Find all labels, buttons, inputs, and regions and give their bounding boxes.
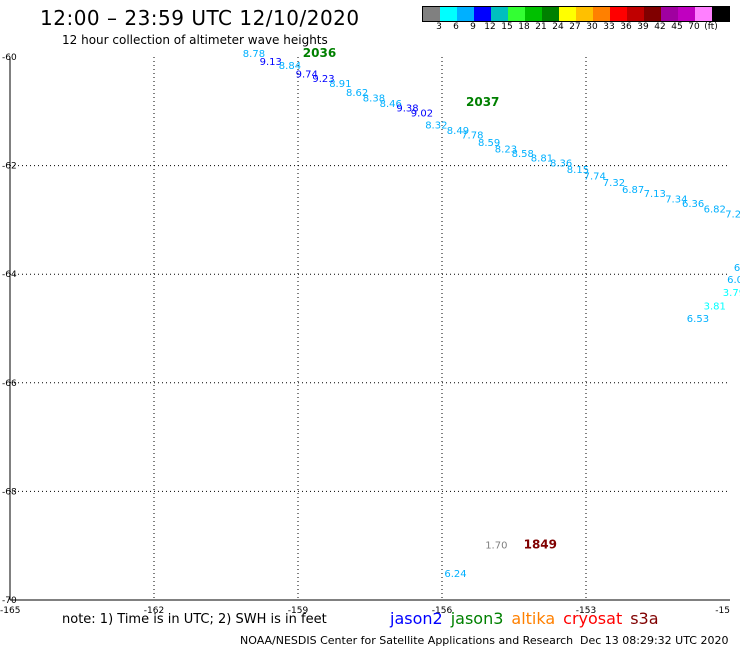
swh-value-label: 8.15 (567, 165, 589, 176)
scale-swatch (712, 7, 729, 21)
color-scale-labels: 3 6 9 12 15 18 21 24 27 30 33 36 39 42 45 70 (ft) (422, 22, 728, 36)
scale-label: 39 (637, 22, 649, 32)
scale-label: 42 (654, 22, 666, 32)
longitude-tick-label: -159 (288, 606, 309, 616)
scale-label: 6 (453, 22, 459, 32)
scale-swatch (678, 7, 695, 21)
swh-value-label: 8.78 (243, 49, 265, 60)
pass-time-label: 2036 (303, 46, 336, 60)
scale-label: 18 (518, 22, 530, 32)
scale-swatch (525, 7, 542, 21)
scale-swatch (576, 7, 593, 21)
page-subtitle: 12 hour collection of altimeter wave hei… (62, 33, 328, 47)
timestamp-line: Dec 13 08:29:32 UTC 2020 (580, 634, 729, 647)
swh-value-label: 9.02 (411, 109, 433, 120)
swh-value-label: 8.81 (531, 153, 553, 164)
scale-swatch (610, 7, 627, 21)
legend-entry-cryosat: cryosat (563, 609, 623, 628)
satellite-legend: jason2 jason3 altika cryosat s3a (390, 609, 667, 628)
credit-line: NOAA/NESDIS Center for Satellite Applica… (240, 634, 574, 647)
scale-label: 12 (484, 22, 496, 32)
scale-swatch (423, 7, 440, 21)
swh-value-label: 6.87 (622, 185, 644, 196)
scale-swatch (559, 7, 576, 21)
swh-value-label: 1.70 (485, 540, 507, 551)
swh-value-label: 7.34 (665, 195, 687, 206)
swh-value-label: 6.36 (682, 199, 704, 210)
scale-swatch (695, 7, 712, 21)
scale-label: 27 (569, 22, 581, 32)
swh-value-label: 9.23 (312, 74, 334, 85)
scale-label: 24 (552, 22, 564, 32)
scale-swatch (491, 7, 508, 21)
swh-value-label: 9.74 (296, 70, 318, 81)
swh-value-label: 8.84 (279, 61, 301, 72)
scale-label: 9 (470, 22, 476, 32)
swh-value-label: 6.82 (704, 204, 726, 215)
latitude-tick-label: -68 (2, 487, 17, 497)
legend-entry-s3a: s3a (630, 609, 659, 628)
swh-value-label: 8.46 (380, 99, 402, 110)
swh-value-label: 8.23 (495, 145, 517, 156)
scale-swatch (440, 7, 457, 21)
legend-entry-jason2: jason2 (390, 609, 443, 628)
swh-value-label: 3.81 (704, 301, 726, 312)
latitude-tick-label: -64 (2, 270, 17, 280)
pass-time-label: 2037 (466, 95, 499, 109)
scale-label: 33 (603, 22, 615, 32)
page-title: 12:00 – 23:59 UTC 12/10/2020 (40, 6, 360, 30)
swh-value-label: 6.0 (727, 275, 740, 286)
longitude-tick-label: -153 (576, 606, 596, 616)
scale-label: 70 (688, 22, 700, 32)
swh-value-label: 6.53 (687, 314, 709, 325)
latitude-tick-label: -62 (2, 162, 17, 172)
note-text: note: 1) Time is in UTC; 2) SWH is in fe… (62, 612, 327, 627)
scale-label: 21 (535, 22, 547, 32)
scale-label: 3 (436, 22, 442, 32)
swh-value-label: 6 (734, 263, 740, 274)
scale-swatch (644, 7, 661, 21)
swh-value-label: 7.13 (644, 189, 666, 200)
longitude-tick-label: -15 (715, 606, 730, 616)
latitude-tick-label: -60 (2, 53, 17, 63)
swh-value-label: 7.74 (584, 172, 606, 183)
swh-value-label: 7.32 (603, 178, 625, 189)
longitude-tick-label: -156 (432, 606, 453, 616)
scale-swatch (661, 7, 678, 21)
swh-value-label: 7.78 (461, 130, 483, 141)
swh-value-label: 8.49 (447, 126, 469, 137)
swh-value-label: 8.59 (478, 138, 500, 149)
scale-swatch (542, 7, 559, 21)
scale-swatch (627, 7, 644, 21)
swh-value-label: 8.62 (346, 88, 368, 99)
scale-swatch (457, 7, 474, 21)
scale-label: (ft) (704, 22, 718, 32)
wave-height-color-scale (422, 6, 730, 22)
scale-label: 30 (586, 22, 598, 32)
legend-entry-altika: altika (511, 609, 556, 628)
swh-value-label: 8.91 (329, 79, 351, 90)
swh-value-label: 8.32 (425, 121, 447, 132)
scale-label: 15 (501, 22, 513, 32)
swh-value-label: 3.79 (723, 288, 740, 299)
latitude-tick-label: -66 (2, 379, 17, 389)
swh-value-label: 9.13 (260, 57, 282, 68)
scale-swatch (474, 7, 491, 21)
swh-value-label: 8.38 (363, 94, 385, 105)
swh-value-label: 8.36 (550, 159, 572, 170)
longitude-tick-label: -162 (144, 606, 164, 616)
scale-swatch (508, 7, 525, 21)
swh-value-label: 8.58 (512, 149, 534, 160)
scale-label: 45 (671, 22, 683, 32)
pass-time-label: 1849 (524, 537, 557, 551)
latitude-tick-label: -70 (2, 596, 17, 606)
scale-label: 36 (620, 22, 632, 32)
swh-value-label: 9.38 (396, 103, 418, 114)
longitude-tick-label: -165 (0, 606, 20, 616)
legend-entry-jason3: jason3 (450, 609, 504, 628)
swh-value-label: 6.24 (444, 569, 466, 580)
swh-value-label: 7.2 (725, 210, 740, 221)
scale-swatch (593, 7, 610, 21)
